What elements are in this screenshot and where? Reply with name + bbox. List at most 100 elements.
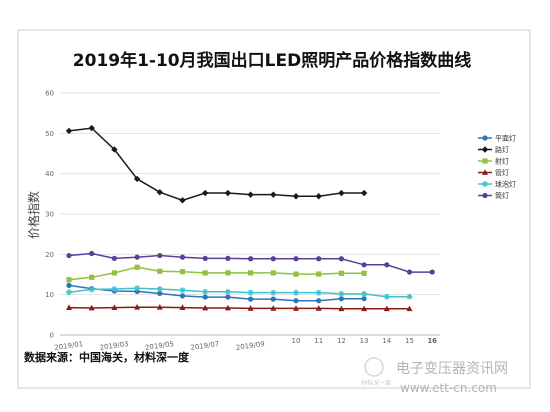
- data-point: [179, 269, 186, 275]
- data-point: [157, 252, 163, 259]
- data-point: [111, 286, 118, 293]
- data-point: [88, 124, 95, 132]
- y-tick-label: 10: [45, 291, 54, 299]
- watermark-main-text: 电子变压器资讯网: [396, 361, 508, 377]
- source-note: 数据来源：中国海关，材料深一度: [24, 350, 190, 364]
- series-area: [65, 124, 435, 312]
- series-4: [66, 285, 413, 300]
- data-point: [361, 262, 367, 268]
- data-point: [225, 294, 231, 300]
- legend-marker: [482, 135, 488, 141]
- data-point: [270, 256, 276, 262]
- data-point: [384, 262, 390, 268]
- y-tick-label: 50: [45, 130, 54, 138]
- data-point: [316, 256, 322, 262]
- legend-item: 管灯: [478, 168, 509, 177]
- series-3: [66, 303, 413, 312]
- data-point: [88, 304, 95, 311]
- legend-label: 管灯: [495, 168, 509, 177]
- legend-marker: [482, 181, 488, 187]
- data-point: [406, 269, 413, 275]
- data-point: [179, 254, 186, 260]
- data-point: [293, 271, 299, 277]
- data-point: [89, 274, 95, 280]
- data-point: [202, 288, 209, 295]
- data-point: [383, 305, 390, 312]
- data-point: [202, 304, 209, 311]
- x-tick-label: 2019/09: [235, 340, 265, 352]
- data-point: [293, 289, 299, 296]
- legend-label: 射灯: [495, 157, 509, 166]
- data-point: [361, 296, 367, 302]
- x-tick-label: 13: [360, 337, 369, 345]
- data-point: [270, 296, 276, 302]
- data-point: [111, 146, 118, 153]
- series-5: [66, 250, 435, 275]
- data-point: [179, 304, 186, 310]
- data-point: [133, 175, 141, 183]
- x-tick-label: 2019/07: [190, 340, 220, 352]
- series-2: [66, 264, 367, 283]
- data-point: [202, 270, 208, 276]
- y-tick-label: 30: [45, 211, 54, 219]
- data-point: [157, 268, 163, 274]
- watermark-small-text: 材料深一度: [361, 379, 391, 387]
- watermark-url-text: www.ett-cn.com: [400, 381, 497, 395]
- series-line: [68, 127, 365, 202]
- data-point: [292, 193, 300, 200]
- watermark-logo-icon: [364, 357, 384, 377]
- data-point: [134, 285, 141, 292]
- data-point: [248, 270, 254, 276]
- chart-frame: [17, 29, 531, 389]
- grid: [60, 92, 440, 336]
- data-point: [247, 305, 254, 311]
- legend-label: 球泡灯: [495, 180, 516, 189]
- data-point: [66, 252, 72, 259]
- data-point: [134, 264, 140, 270]
- legend-item: 平面灯: [478, 134, 516, 143]
- data-point: [224, 304, 231, 311]
- data-point: [361, 290, 368, 297]
- data-point: [315, 193, 322, 200]
- data-point: [179, 293, 186, 299]
- legend-label: 路灯: [495, 145, 509, 154]
- legend-label: 筒灯: [495, 191, 509, 200]
- y-axis-label: 价格指数: [26, 191, 41, 239]
- data-point: [66, 304, 72, 310]
- data-point: [111, 304, 118, 310]
- data-point: [156, 286, 163, 293]
- legend-item: 筒灯: [478, 191, 509, 200]
- data-point: [293, 256, 299, 262]
- x-tick-label: 16: [427, 337, 437, 345]
- data-point: [66, 277, 72, 283]
- series-line: [68, 306, 410, 310]
- data-point: [89, 250, 95, 257]
- data-point: [66, 282, 72, 288]
- data-point: [224, 189, 232, 197]
- y-tick-label: 60: [45, 90, 54, 98]
- data-point: [406, 305, 413, 312]
- data-point: [247, 191, 254, 198]
- data-point: [88, 286, 95, 293]
- x-tick-label: 2019/05: [145, 340, 175, 352]
- data-point: [224, 288, 231, 295]
- x-tick-label: 10: [292, 337, 301, 345]
- legend-marker: [482, 169, 488, 175]
- data-point: [270, 191, 277, 198]
- x-tick-label: 14: [382, 337, 391, 345]
- y-tick-label: 40: [45, 170, 54, 178]
- data-point: [179, 197, 186, 204]
- data-point: [293, 305, 299, 311]
- series-line: [68, 284, 365, 302]
- data-point: [111, 255, 117, 261]
- data-point: [111, 270, 117, 276]
- data-point: [270, 305, 277, 311]
- data-point: [338, 270, 344, 276]
- data-point: [134, 254, 140, 260]
- legend-item: 路灯: [478, 145, 509, 154]
- data-point: [65, 127, 73, 135]
- data-point: [248, 256, 254, 262]
- data-point: [338, 296, 344, 302]
- data-point: [225, 270, 231, 276]
